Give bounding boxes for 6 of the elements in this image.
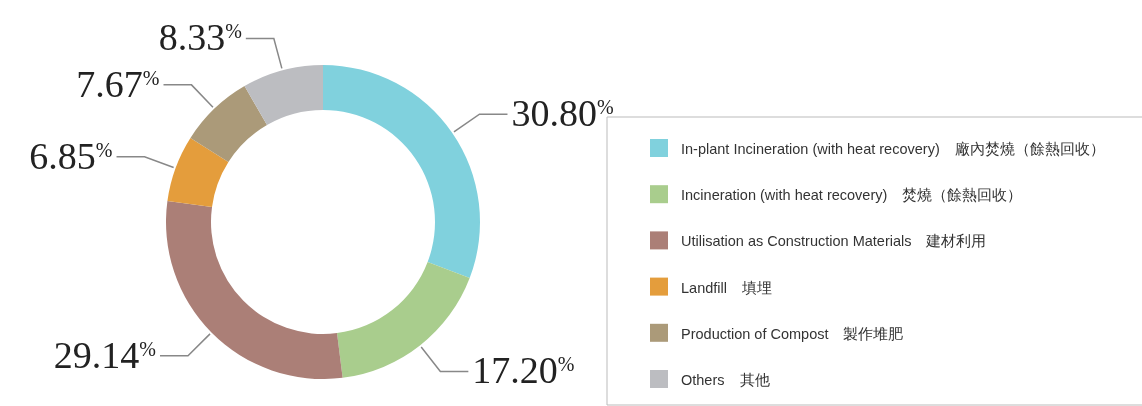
legend-label: Incineration (with heat recovery) 焚燒（餘熱回收） <box>681 187 1023 204</box>
legend-label: Others 其他 <box>681 372 770 388</box>
legend-label: Production of Compost 製作堆肥 <box>681 325 904 342</box>
legend-label: Landfill 填埋 <box>681 279 772 296</box>
legend-label: In-plant Incineration (with heat recovery) 廠內焚燒（餘熱回收） <box>681 141 1105 157</box>
legend-label: Utilisation as Construction Materials 建材利用 <box>681 233 987 250</box>
